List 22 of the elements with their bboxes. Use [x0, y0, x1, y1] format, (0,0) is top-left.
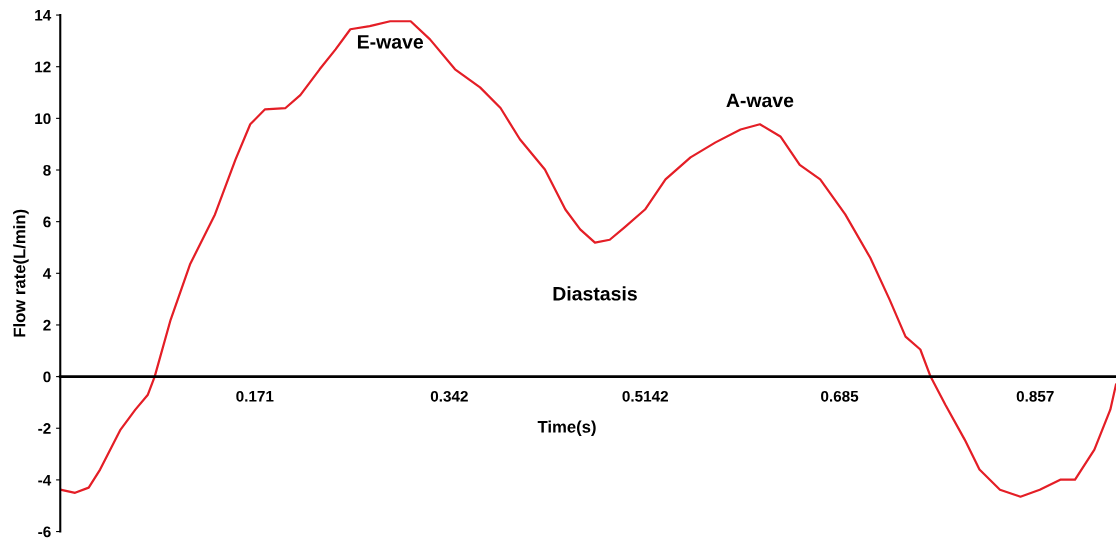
- line-series: [60, 20, 1116, 498]
- x-tick-label: 0.685: [821, 390, 859, 402]
- annotation: A-wave: [726, 93, 794, 108]
- y-tick-label: 4: [42, 268, 52, 279]
- y-tick-label: 10: [35, 113, 51, 125]
- y-axis-title: Flow rate(L/min): [13, 209, 29, 337]
- y-tick-label: 6: [43, 216, 51, 228]
- x-axis-title: Time(s): [537, 420, 596, 437]
- y-tick-label: 2: [43, 319, 51, 331]
- y-tick-label: 14: [35, 10, 52, 21]
- y-tick-label: 8: [43, 164, 51, 176]
- x-tick-label: 0.342: [430, 390, 468, 402]
- y-tick-label: 12: [35, 61, 51, 73]
- x-tick-label: 0.171: [236, 390, 274, 402]
- x-tick-label: 0.857: [1016, 390, 1054, 402]
- annotation: Diastasis: [553, 286, 637, 301]
- y-tick-label: 0: [43, 371, 51, 383]
- x-tick-label: 0.5142: [622, 390, 668, 402]
- y-tick-label: -2: [38, 423, 51, 434]
- y-tick-label: -4: [38, 474, 52, 486]
- annotation: E-wave: [357, 35, 424, 49]
- y-tick-label: -6: [38, 526, 51, 538]
